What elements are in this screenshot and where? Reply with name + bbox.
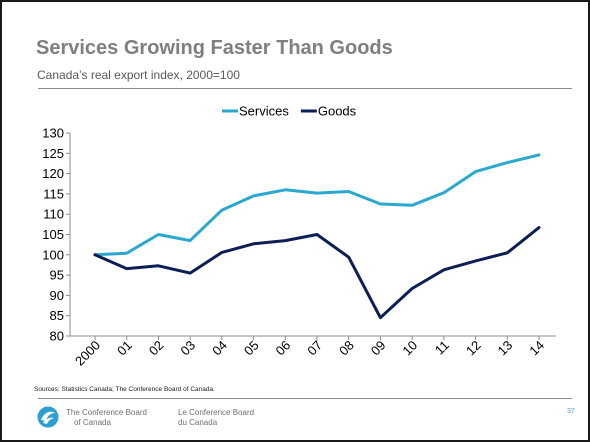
brand-en-line-2: of Canada (74, 418, 111, 427)
brand-en-line-1: The Conference Board (66, 408, 147, 417)
x-tick-label: 03 (177, 338, 198, 359)
y-tick-label: 120 (42, 166, 64, 181)
series-line-services (93, 153, 541, 257)
x-tick-label: 08 (336, 338, 357, 359)
x-tick-label: 12 (463, 338, 484, 359)
x-tick-label: 2000 (72, 338, 103, 369)
conference-board-logo-icon (37, 406, 59, 428)
y-tick-label: 95 (50, 268, 64, 283)
slide-subtitle: Canada’s real export index, 2000=100 (37, 68, 240, 82)
x-tick-label: 13 (495, 338, 516, 359)
y-axis: 80 85 90 95 100 105 110 115 120 125 130 (42, 126, 71, 344)
chart-legend: Services Goods (222, 104, 357, 119)
title-divider (38, 88, 572, 89)
x-tick-label: 14 (526, 338, 547, 359)
y-tick-label: 80 (50, 329, 64, 344)
x-tick-label: 06 (273, 338, 294, 359)
x-tick-label: 04 (209, 338, 230, 359)
series-lines (93, 153, 541, 320)
y-tick-label: 115 (43, 186, 64, 201)
brand-fr-line-1: Le Conference Board (178, 408, 255, 417)
y-tick-label: 125 (42, 146, 64, 161)
x-tick-label: 11 (432, 338, 452, 358)
series-line-goods (93, 226, 541, 320)
sources-note: Sources: Statistics Canada; The Conferen… (34, 386, 215, 393)
x-tick-label: 09 (368, 338, 389, 359)
y-tick-label: 130 (42, 126, 64, 141)
legend-label-goods: Goods (318, 104, 357, 119)
legend-label-services: Services (239, 104, 289, 119)
x-axis: 2000 01 02 03 04 05 06 07 08 09 10 11 12 13 14 (70, 335, 556, 369)
slide-title: Services Growing Faster Than Goods (36, 37, 393, 59)
footer-divider (38, 398, 572, 399)
brand-name-french: Le Conference Board du Canada (178, 408, 254, 428)
y-tick-label: 100 (42, 247, 64, 262)
x-tick-label: 07 (304, 338, 325, 359)
y-tick-label: 110 (43, 207, 64, 222)
x-tick-label: 01 (114, 338, 135, 359)
x-tick-label: 02 (146, 338, 167, 359)
x-tick-label: 05 (241, 338, 262, 359)
brand-name-english: The Conference Board of Canada (66, 408, 147, 428)
brand-fr-line-2: du Canada (178, 418, 218, 427)
y-tick-label: 85 (50, 308, 64, 323)
page-number: 37 (567, 408, 575, 415)
y-tick-label: 90 (50, 288, 64, 303)
x-tick-label: 10 (399, 338, 420, 359)
y-tick-label: 105 (42, 227, 64, 242)
